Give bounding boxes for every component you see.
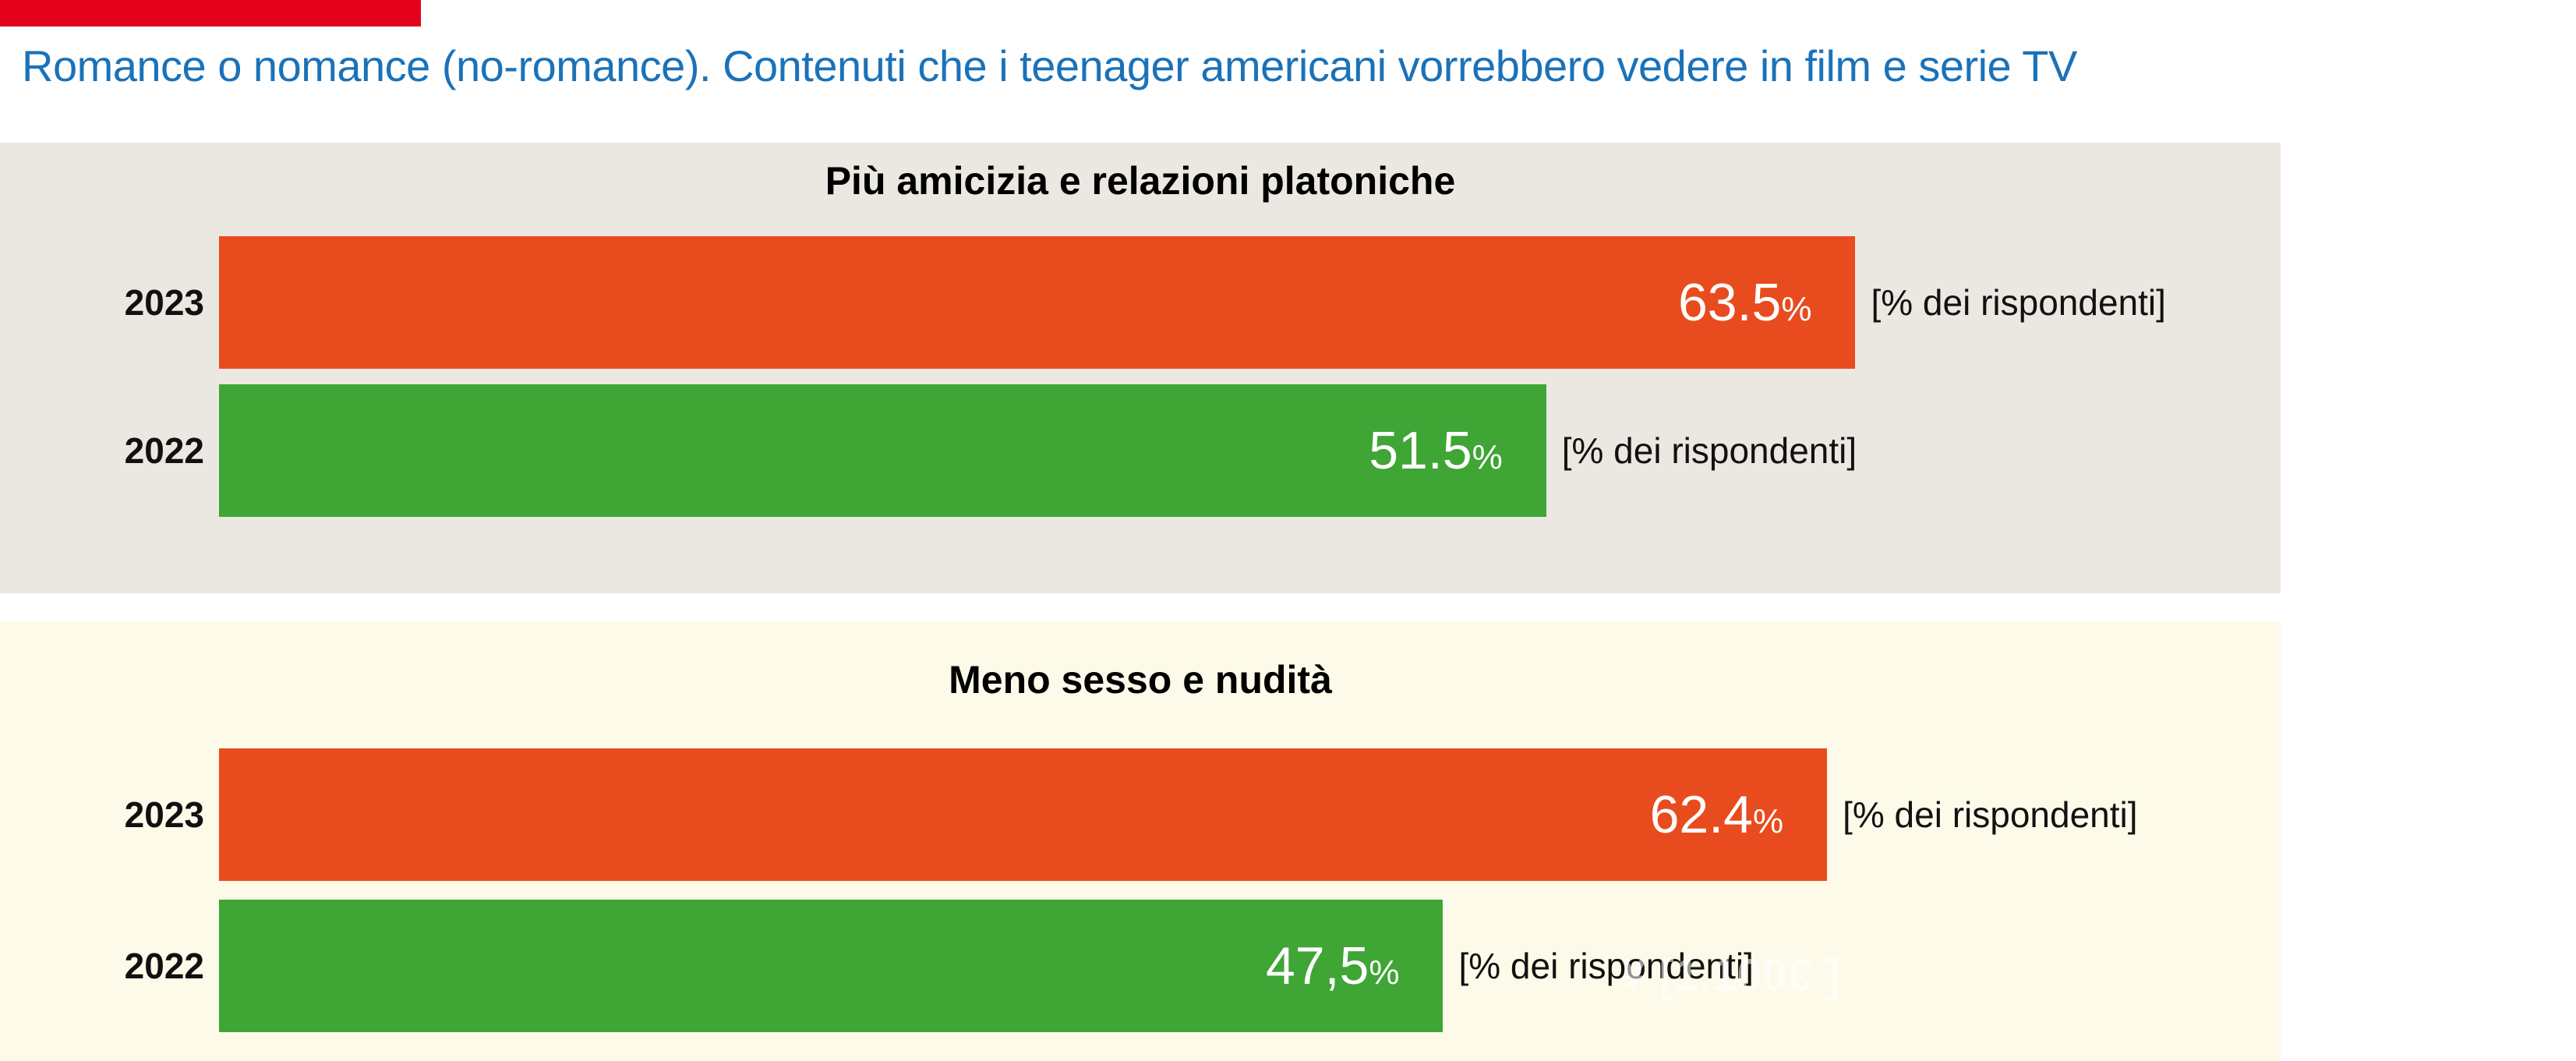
unit-label: [% dei rispondenti]	[1561, 430, 1857, 471]
category-label: 2022	[124, 946, 204, 986]
bar-row-2022: 2022 47,5% [% dei rispondenti]	[0, 900, 2281, 1032]
panel-less-sex: Meno sesso e nudità 2023 62.4% [% dei risp…	[0, 621, 2281, 1061]
data-label-value: 62.4	[1649, 785, 1753, 844]
accent-bar	[0, 0, 421, 27]
bar-row-2023: 2023 63.5% [% dei rispondenti]	[0, 236, 2281, 369]
data-label-value: 47,5	[1265, 936, 1369, 996]
chart-title: Romance o nomance (no-romance). Contenut…	[22, 41, 2077, 90]
bar-2023: 63.5%	[219, 236, 1856, 369]
data-label: 51.5%	[1369, 384, 1502, 517]
bar-2022: 47,5%	[219, 900, 1443, 1032]
data-label-value: 51.5	[1369, 421, 1472, 480]
data-label-unit: %	[1369, 953, 1400, 992]
bar-row-2022: 2022 51.5% [% dei rispondenti]	[0, 384, 2281, 517]
panel-friendship: Più amicizia e relazioni platoniche 2023…	[0, 143, 2281, 593]
panel-title: Più amicizia e relazioni platoniche	[825, 159, 1456, 203]
panel-title: Meno sesso e nudità	[949, 658, 1332, 702]
data-label-unit: %	[1472, 438, 1503, 476]
data-label: 62.4%	[1650, 748, 1783, 881]
bar-2022: 51.5%	[219, 384, 1546, 517]
category-label: 2022	[124, 430, 204, 471]
data-label-unit: %	[1781, 290, 1812, 328]
bar-row-2023: 2023 62.4% [% dei rispondenti]	[0, 748, 2281, 881]
data-label-value: 63.5	[1677, 273, 1782, 332]
watermark-text: ¥ [1.100€ ]	[1621, 950, 1840, 1001]
data-label: 63.5%	[1678, 236, 1811, 369]
category-label: 2023	[124, 282, 204, 323]
bar-2023: 62.4%	[219, 748, 1828, 881]
unit-label: [% dei rispondenti]	[1843, 794, 2138, 835]
data-label-unit: %	[1752, 802, 1784, 840]
unit-label: [% dei rispondenti]	[1458, 946, 1754, 986]
unit-label: [% dei rispondenti]	[1871, 282, 2166, 323]
data-label: 47,5%	[1266, 900, 1399, 1032]
category-label: 2023	[124, 794, 204, 835]
